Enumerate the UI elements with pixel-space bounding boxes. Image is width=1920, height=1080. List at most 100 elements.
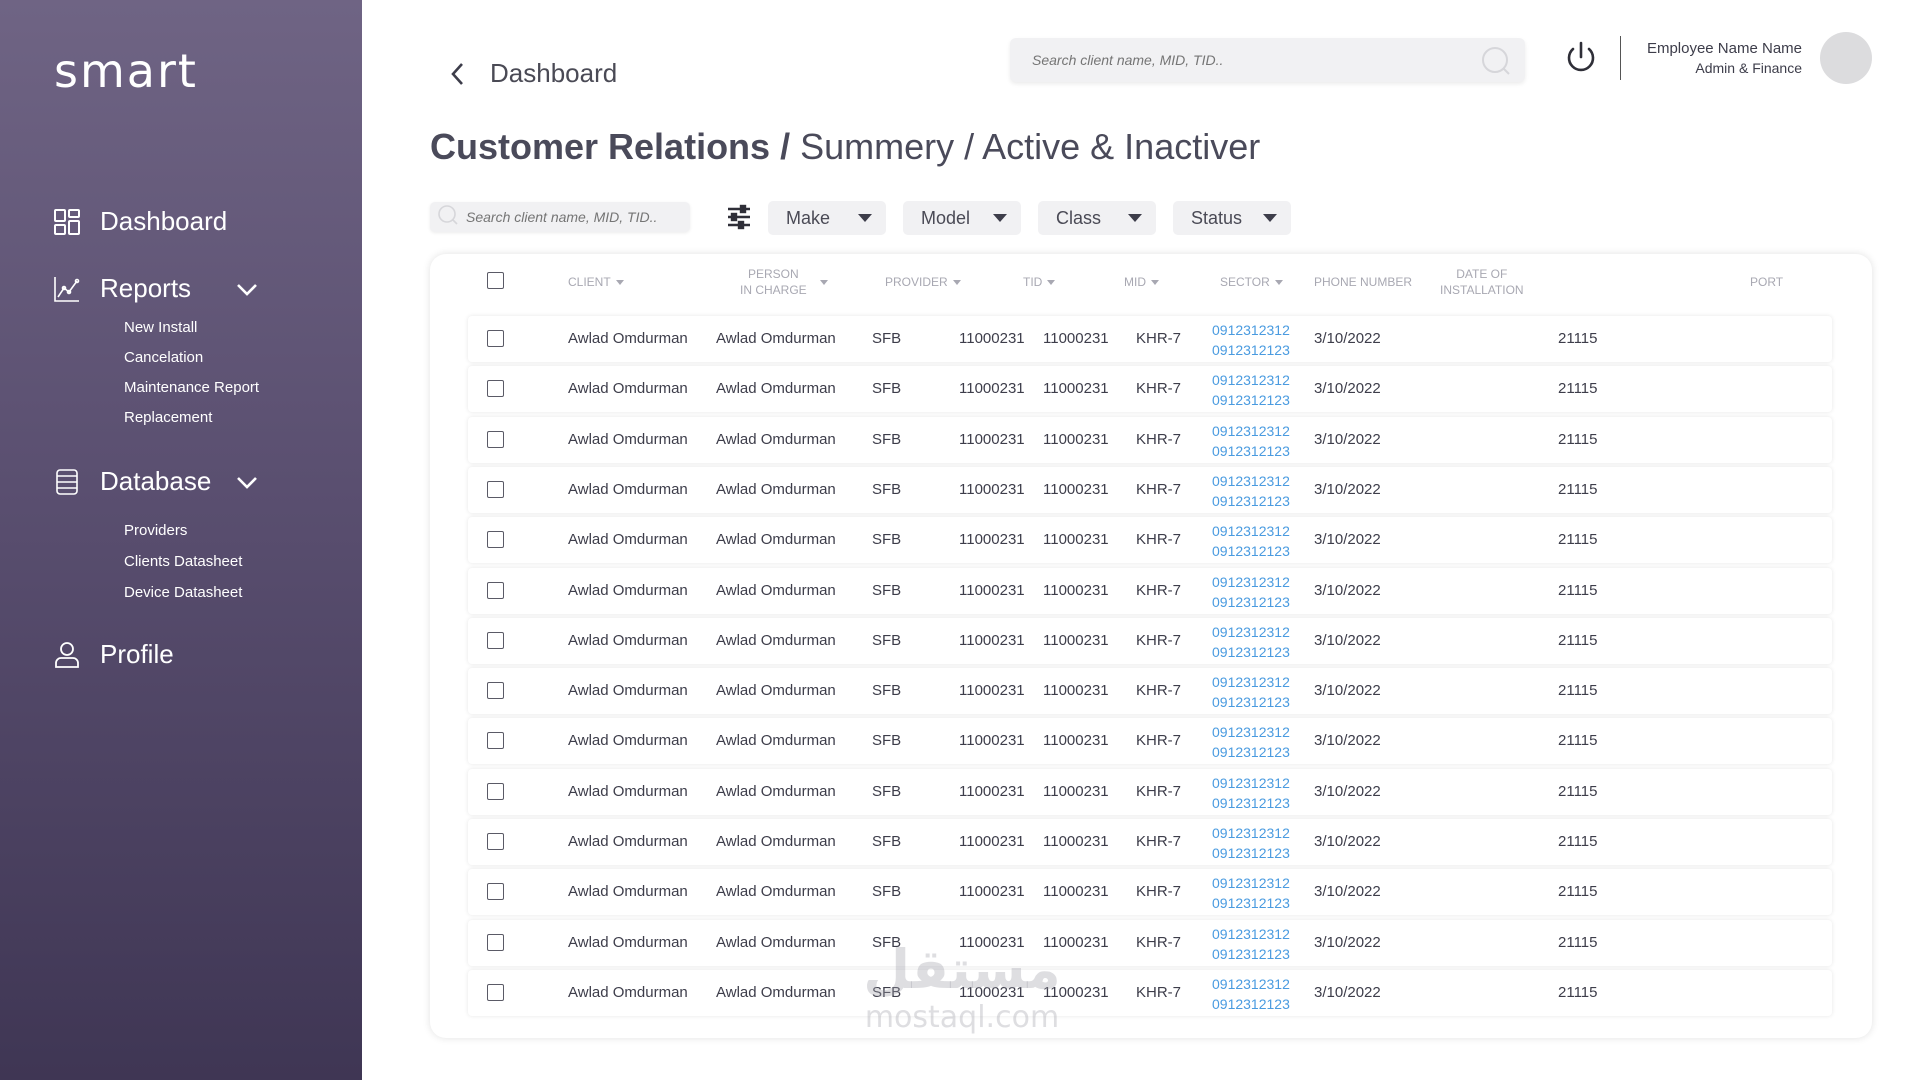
sidebar-item-cancelation[interactable]: Cancelation <box>124 349 204 366</box>
avatar[interactable] <box>1820 32 1872 84</box>
table-row[interactable]: Awlad Omdurman Awlad Omdurman SFB 11000231 1… <box>468 617 1832 664</box>
search-icon[interactable] <box>1481 46 1511 81</box>
phone-link[interactable]: 0912312123 <box>1212 492 1290 509</box>
table-row[interactable]: Awlad Omdurman Awlad Omdurman SFB 11000231 1… <box>468 366 1832 413</box>
row-checkbox[interactable] <box>487 480 504 498</box>
phone-link[interactable]: 0912312312 <box>1212 875 1290 892</box>
row-checkbox[interactable] <box>487 330 504 347</box>
chevron-down-icon[interactable] <box>235 277 259 301</box>
phone-link[interactable]: 0912312312 <box>1212 825 1290 841</box>
row-checkbox[interactable] <box>487 883 504 901</box>
cell-phone-number[interactable]: 0912312312 0912312123 <box>1212 873 1290 913</box>
table-row[interactable]: Awlad Omdurman Awlad Omdurman SFB 11000231 1… <box>468 316 1832 362</box>
chevron-down-icon[interactable] <box>235 470 259 494</box>
sidebar-item-providers[interactable]: Providers <box>124 522 188 539</box>
back-arrow-icon[interactable] <box>446 60 470 88</box>
table-row[interactable]: Awlad Omdurman Awlad Omdurman SFB 11000231 1… <box>468 567 1832 614</box>
row-checkbox[interactable] <box>487 833 504 850</box>
row-checkbox[interactable] <box>487 380 504 398</box>
cell-phone-number[interactable]: 0912312312 0912312123 <box>1212 722 1290 762</box>
table-row[interactable]: Awlad Omdurman Awlad Omdurman SFB 11000231 1… <box>468 416 1832 463</box>
phone-link[interactable]: 0912312312 <box>1212 372 1290 389</box>
phone-link[interactable]: 0912312123 <box>1212 794 1290 811</box>
nav-database[interactable]: Database <box>52 466 259 497</box>
power-icon[interactable] <box>1564 40 1598 76</box>
nav-dashboard[interactable]: Dashboard <box>52 206 227 237</box>
phone-link[interactable]: 0912312123 <box>1212 442 1290 459</box>
table-row[interactable]: Awlad Omdurman Awlad Omdurman SFB 11000231 1… <box>468 969 1832 1016</box>
row-checkbox[interactable] <box>487 933 504 951</box>
table-row[interactable]: Awlad Omdurman Awlad Omdurman SFB 11000231 1… <box>468 517 1832 564</box>
phone-link[interactable]: 0912312123 <box>1212 543 1290 560</box>
row-checkbox[interactable] <box>487 631 504 649</box>
sidebar-item-new-install[interactable]: New Install <box>124 319 198 336</box>
cell-phone-number[interactable]: 0912312312 0912312123 <box>1212 622 1290 662</box>
select-all-checkbox[interactable] <box>487 272 504 289</box>
phone-link[interactable]: 0912312123 <box>1212 342 1290 358</box>
sidebar-item-device-datasheet[interactable]: Device Datasheet <box>124 584 243 601</box>
row-checkbox[interactable] <box>487 983 504 1001</box>
table-row[interactable]: Awlad Omdurman Awlad Omdurman SFB 11000231 1… <box>468 718 1832 765</box>
col-mid[interactable]: MID <box>1124 274 1159 290</box>
filter-search-input[interactable] <box>466 209 676 225</box>
cell-phone-number[interactable]: 0912312312 0912312123 <box>1212 421 1290 461</box>
phone-link[interactable]: 0912312312 <box>1212 674 1290 691</box>
sidebar-item-clients-datasheet[interactable]: Clients Datasheet <box>124 553 243 570</box>
table-row[interactable]: Awlad Omdurman Awlad Omdurman SFB 11000231 1… <box>468 819 1832 865</box>
breadcrumb[interactable]: Dashboard <box>490 58 618 88</box>
phone-link[interactable]: 0912312123 <box>1212 895 1290 912</box>
cell-phone-number[interactable]: 0912312312 0912312123 <box>1212 521 1290 561</box>
table-row[interactable]: Awlad Omdurman Awlad Omdurman SFB 11000231 1… <box>468 869 1832 916</box>
phone-link[interactable]: 0912312312 <box>1212 774 1290 791</box>
cell-phone-number[interactable]: 0912312312 0912312123 <box>1212 974 1290 1014</box>
table-row[interactable]: Awlad Omdurman Awlad Omdurman SFB 11000231 1… <box>468 466 1832 513</box>
model-dropdown[interactable]: Model <box>903 201 1021 235</box>
cell-phone-number[interactable]: 0912312312 0912312123 <box>1212 471 1290 511</box>
cell-phone-number[interactable]: 0912312312 0912312123 <box>1212 672 1290 712</box>
row-checkbox[interactable] <box>487 531 504 549</box>
phone-link[interactable]: 0912312312 <box>1212 623 1290 640</box>
cell-phone-number[interactable]: 0912312312 0912312123 <box>1212 823 1290 863</box>
class-dropdown[interactable]: Class <box>1038 201 1156 235</box>
phone-link[interactable]: 0912312123 <box>1212 744 1290 761</box>
phone-link[interactable]: 0912312123 <box>1212 392 1290 409</box>
cell-phone-number[interactable]: 0912312312 0912312123 <box>1212 924 1290 964</box>
phone-link[interactable]: 0912312312 <box>1212 422 1290 439</box>
sidebar-item-maintenance-report[interactable]: Maintenance Report <box>124 379 260 396</box>
row-checkbox[interactable] <box>487 782 504 800</box>
nav-reports[interactable]: Reports <box>52 273 259 304</box>
phone-link[interactable]: 0912312312 <box>1212 573 1290 590</box>
cell-phone-number[interactable]: 0912312312 0912312123 <box>1212 572 1290 612</box>
row-checkbox[interactable] <box>487 581 504 599</box>
col-person-in-charge[interactable]: PERSON IN CHARGE <box>740 266 828 298</box>
row-checkbox[interactable] <box>487 732 504 750</box>
phone-link[interactable]: 0912312123 <box>1212 643 1290 660</box>
phone-link[interactable]: 0912312312 <box>1212 724 1290 741</box>
phone-link[interactable]: 0912312123 <box>1212 694 1290 711</box>
col-tid[interactable]: TID <box>1023 274 1056 290</box>
cell-phone-number[interactable]: 0912312312 0912312123 <box>1212 773 1290 813</box>
nav-profile[interactable]: Profile <box>52 639 174 670</box>
phone-link[interactable]: 0912312123 <box>1212 845 1290 861</box>
row-checkbox[interactable] <box>487 430 504 448</box>
cell-phone-number[interactable]: 0912312312 0912312123 <box>1212 370 1290 410</box>
table-row[interactable]: Awlad Omdurman Awlad Omdurman SFB 11000231 1… <box>468 919 1832 966</box>
filter-settings-icon[interactable] <box>726 204 754 232</box>
make-dropdown[interactable]: Make <box>768 201 886 235</box>
phone-link[interactable]: 0912312312 <box>1212 975 1290 992</box>
table-row[interactable]: Awlad Omdurman Awlad Omdurman SFB 11000231 1… <box>468 668 1832 715</box>
col-sector[interactable]: SECTOR <box>1220 274 1283 290</box>
status-dropdown[interactable]: Status <box>1173 201 1291 235</box>
col-provider[interactable]: PROVIDER <box>885 274 961 290</box>
col-client[interactable]: CLIENT <box>568 274 624 290</box>
phone-link[interactable]: 0912312123 <box>1212 945 1290 962</box>
phone-link[interactable]: 0912312123 <box>1212 995 1290 1012</box>
phone-link[interactable]: 0912312123 <box>1212 593 1290 610</box>
phone-link[interactable]: 0912312312 <box>1212 472 1290 489</box>
top-search-input[interactable] <box>1032 52 1452 68</box>
phone-link[interactable]: 0912312312 <box>1212 322 1290 338</box>
cell-phone-number[interactable]: 0912312312 0912312123 <box>1212 320 1290 360</box>
row-checkbox[interactable] <box>487 682 504 700</box>
phone-link[interactable]: 0912312312 <box>1212 523 1290 540</box>
sidebar-item-replacement[interactable]: Replacement <box>124 409 213 426</box>
